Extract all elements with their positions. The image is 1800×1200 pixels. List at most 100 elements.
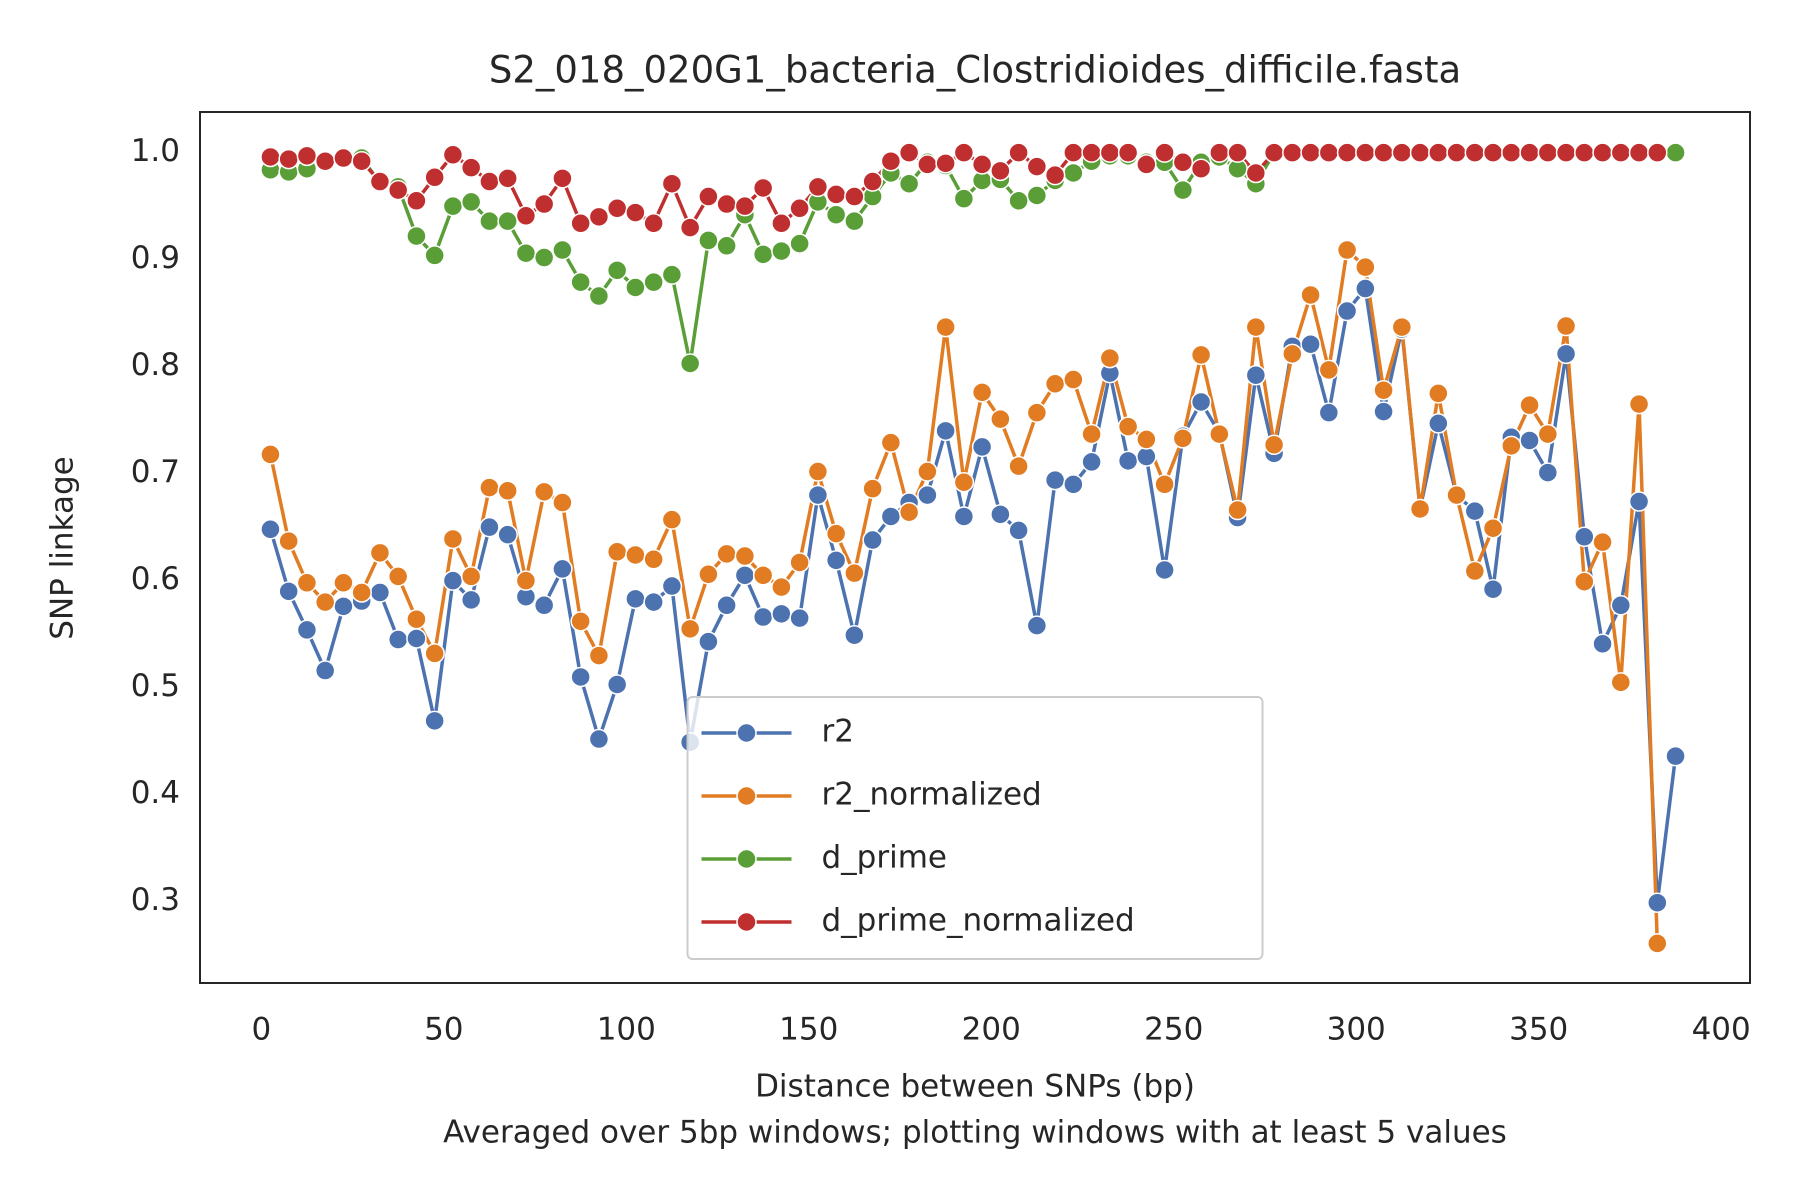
point [533, 595, 555, 616]
point [862, 529, 883, 551]
point [1555, 142, 1577, 163]
point [1044, 164, 1066, 186]
point [1428, 142, 1449, 163]
point [460, 566, 482, 587]
point [1647, 892, 1668, 913]
point [953, 142, 975, 163]
point [606, 674, 628, 695]
point [752, 244, 774, 265]
point [479, 210, 500, 232]
point [460, 589, 482, 611]
point [533, 193, 555, 215]
point [917, 484, 938, 506]
legend-label: r2_normalized [822, 777, 1042, 813]
point [880, 506, 902, 527]
point [807, 461, 829, 482]
point [479, 477, 500, 498]
legend-marker [736, 722, 757, 744]
point [1373, 401, 1394, 422]
point [716, 595, 737, 616]
point [1190, 344, 1212, 366]
point [990, 408, 1011, 430]
point [1209, 423, 1230, 445]
point [497, 480, 518, 502]
point [552, 239, 573, 261]
point [1610, 142, 1632, 163]
point [1209, 142, 1230, 163]
point [442, 528, 464, 550]
point [351, 150, 372, 172]
y-tick-label: 0.4 [131, 775, 180, 811]
x-tick-label: 350 [1509, 1012, 1568, 1048]
point [1172, 152, 1194, 173]
point [643, 271, 664, 293]
point [515, 570, 537, 591]
point [825, 550, 847, 571]
point [1282, 343, 1303, 365]
point [1373, 379, 1394, 401]
point [515, 242, 537, 264]
point [1464, 560, 1486, 582]
point [1464, 142, 1486, 163]
point [296, 145, 318, 167]
point [1501, 435, 1522, 457]
point [406, 608, 427, 630]
point [424, 643, 445, 664]
point [1008, 520, 1029, 541]
point [1665, 142, 1686, 163]
point [606, 541, 628, 563]
point [497, 210, 518, 232]
point [716, 193, 737, 215]
point [1318, 142, 1340, 163]
point [771, 603, 792, 625]
point [1081, 451, 1102, 473]
point [1044, 373, 1066, 395]
point [533, 247, 555, 268]
point [1373, 142, 1394, 163]
point [734, 565, 756, 586]
point [1245, 364, 1267, 386]
point [442, 570, 464, 591]
point [752, 606, 774, 628]
point [698, 186, 719, 207]
point [1355, 278, 1376, 299]
point [1117, 450, 1139, 472]
legend: r2 r2_normalized d_prime d_prime_normalized [686, 696, 1264, 960]
point [1063, 369, 1084, 390]
point [460, 157, 482, 178]
point [844, 562, 865, 584]
point [333, 147, 354, 169]
point [278, 581, 299, 602]
point [1081, 423, 1102, 445]
point [1574, 571, 1595, 592]
point [661, 173, 683, 194]
point [588, 645, 610, 666]
point [424, 245, 445, 266]
x-tick-label: 300 [1327, 1012, 1386, 1048]
point [314, 150, 336, 172]
point [698, 564, 719, 585]
point [1099, 142, 1121, 163]
point [625, 277, 646, 298]
point [1263, 142, 1285, 163]
point [1519, 430, 1540, 451]
point [588, 206, 610, 228]
point [1300, 333, 1321, 355]
point [789, 607, 810, 629]
point [387, 629, 409, 650]
x-tick-label: 400 [1692, 1012, 1751, 1048]
point [698, 631, 719, 652]
point [679, 618, 701, 640]
point [460, 191, 482, 213]
point [625, 202, 646, 223]
point [898, 142, 920, 163]
point [698, 230, 719, 251]
point [1391, 142, 1413, 163]
point [333, 596, 354, 617]
point [898, 501, 920, 523]
legend-label: d_prime [822, 840, 947, 876]
point [1336, 300, 1358, 322]
chart-title: S2_018_020G1_bacteria_Clostridioides_dif… [489, 49, 1461, 92]
point [1136, 429, 1157, 450]
point [406, 628, 427, 649]
